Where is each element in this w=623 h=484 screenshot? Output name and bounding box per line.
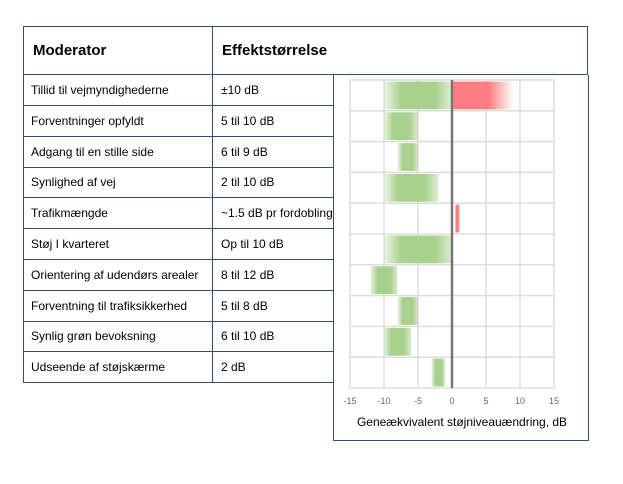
moderator-cell: Tillid til vejmyndighederne [24,75,213,105]
effect-cell: 6 til 9 dB [221,144,268,159]
table-row: Forventning til trafiksikkerhed 5 til 8 d… [23,290,334,322]
effect-bar [431,358,446,387]
moderator-cell: Orientering af udendørs arealer [24,259,213,290]
x-tick-label: -15 [343,396,356,406]
effect-cell: ±10 dB [221,83,259,97]
x-tick-label: 15 [549,396,559,406]
moderator-cell: Synlighed af vej [24,167,213,198]
effect-chart: -15 -10 -5 0 5 10 15 Geneækvivalent støjniveauæ… [343,79,567,429]
effect-bar [384,112,418,141]
effect-bar [455,204,461,233]
table-row: Støj I kvarteret Op til 10 dB [23,229,334,260]
effect-cell: 6 til 10 dB [221,329,275,344]
x-tick-label: 10 [515,396,525,406]
moderator-cell: Adgang til en stille side [24,136,213,167]
table-row: Trafikmængde ~1.5 dB pr fordobling [23,198,334,230]
effect-bar [452,81,514,110]
effect-cell: 2 til 10 dB [221,175,275,190]
effect-cell: 5 til 8 dB [221,298,268,313]
effect-bar [384,81,452,110]
table-row: Orientering af udendørs arealer 8 til 12 … [23,259,334,291]
moderator-cell: Udseende af støjskærme [24,352,213,383]
effect-bar [384,235,452,264]
moderator-cell: Forventninger opfyldt [24,105,213,136]
effect-cell: Op til 10 dB [221,237,284,251]
table-row: Udseende af støjskærme 2 dB [23,352,334,384]
effect-cell: 2 dB [221,360,246,375]
table-row: Tillid til vejmyndighederne ±10 dB [23,75,334,106]
x-tick-label: -5 [414,396,422,406]
effect-bar [397,143,418,171]
moderator-cell: Trafikmængde [24,198,213,229]
effect-bar [384,327,412,356]
moderator-cell: Forventning til trafiksikkerhed [24,290,213,321]
effect-bar [397,297,418,325]
table-row: Synlig grøn bevoksning 6 til 10 dB [23,321,334,353]
moderator-cell: Støj I kvarteret [24,229,213,259]
effect-bar [384,173,439,202]
x-tick-label: 0 [449,396,454,406]
effect-bar [370,266,398,295]
moderator-cell: Synlig grøn bevoksning [24,321,213,352]
table-row: Forventninger opfyldt 5 til 10 dB [23,105,334,137]
effect-cell: 8 til 12 dB [221,267,275,282]
effect-cell: 5 til 10 dB [221,113,275,128]
table-row: Synlighed af vej 2 til 10 dB [23,167,334,199]
header-effect-size: Effektstørrelse [222,42,328,59]
effect-cell: ~1.5 dB pr fordobling [221,206,333,221]
table-row: Adgang til en stille side 6 til 9 dB [23,136,334,168]
chart-panel: -15 -10 -5 0 5 10 15 Geneækvivalent støjniveauæ… [333,75,589,441]
x-axis-label: Geneækvivalent støjniveauændring, dB [357,415,567,429]
header-moderator: Moderator [24,27,213,74]
table-header: Moderator Effektstørrelse [23,26,588,75]
x-tick-label: -10 [377,396,390,406]
x-tick-label: 5 [483,396,488,406]
